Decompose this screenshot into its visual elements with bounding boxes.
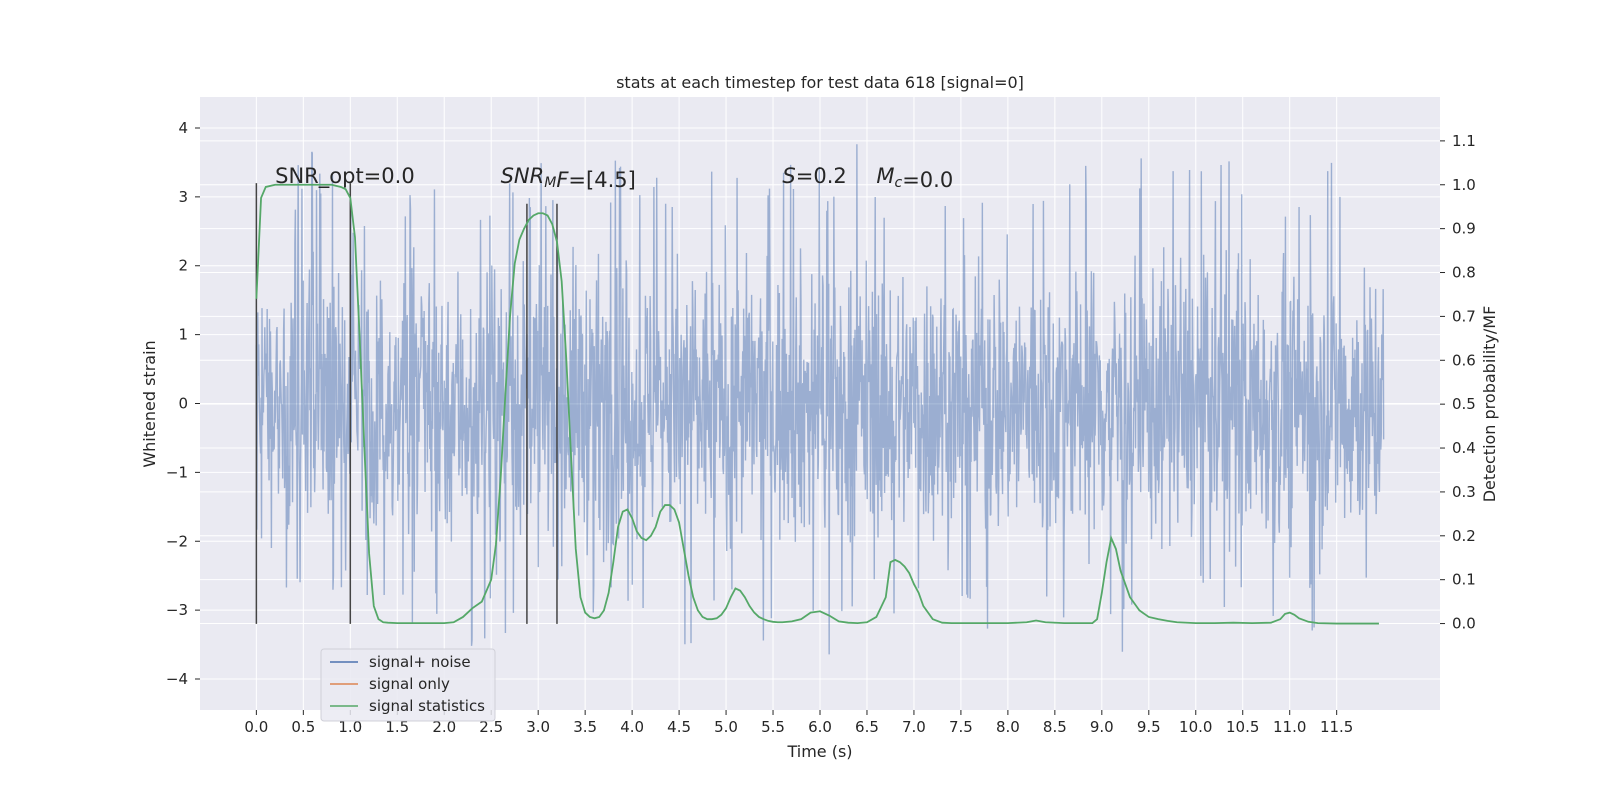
signal-statistics-layer [255,183,1379,625]
x-tick-label: 9.0 [1090,718,1114,736]
y-tick-label: −3 [166,601,188,619]
vertical-markers [255,183,558,624]
ticks: 0.0 0.5 1.0 1.5 2.0 2.5 3.0 3.5 4.0 4.5 5.0 5.5 6.0 6… [166,119,1476,736]
annotation-mc-value: Mc=0.0 [876,164,953,192]
x-tick-label: 3.0 [526,718,550,736]
annotations: SNR_opt=0.0 SNRMF=[4.5] S=0.2 Mc=0.0 [275,164,953,192]
x-tick-label: 4.5 [667,718,691,736]
y2-tick-label: 1.1 [1452,132,1476,150]
y2-axis-label: Detection probability/MF [1480,306,1499,503]
x-tick-label: 8.0 [996,718,1020,736]
x-tick-label: 8.5 [1043,718,1067,736]
x-tick-label: 3.5 [573,718,597,736]
x-tick-label: 10.0 [1179,718,1212,736]
y2-tick-label: 0.3 [1452,483,1476,501]
y2-tick-label: 0.5 [1452,395,1476,413]
x-axis-label: Time (s) [786,742,852,761]
y-tick-label: −2 [166,532,188,550]
chart-title: stats at each timestep for test data 618… [616,73,1024,92]
x-tick-label: 0.0 [244,718,268,736]
annotation-snr-mf: SNRMF=[4.5] [501,164,636,192]
signal-statistics-line [255,183,1379,625]
x-tick-label: 7.0 [902,718,926,736]
legend-label-signal-noise: signal+ noise [369,653,471,671]
y-tick-label: 0 [178,395,188,413]
y-tick-label: 4 [178,119,188,137]
y-axis-label: Whitened strain [140,340,159,467]
annotation-snr-opt: SNR_opt=0.0 [275,164,415,189]
signal-noise-trace [255,144,1385,655]
x-tick-label: 1.0 [338,718,362,736]
y-tick-label: 3 [178,188,188,206]
x-tick-label: 0.5 [291,718,315,736]
y2-tick-label: 0.9 [1452,220,1476,238]
y-tick-label: 1 [178,326,188,344]
legend: signal+ noise signal only signal statist… [320,648,496,722]
y-tick-label: −4 [166,670,188,688]
x-tick-label: 6.5 [855,718,879,736]
x-tick-label: 6.0 [808,718,832,736]
y-tick-label: 2 [178,257,188,275]
legend-label-signal-statistics: signal statistics [369,697,485,715]
y2-tick-label: 0.1 [1452,571,1476,589]
y2-tick-label: 1.0 [1452,176,1476,194]
x-tick-label: 5.0 [714,718,738,736]
x-tick-label: 11.0 [1273,718,1306,736]
annotation-s-value: S=0.2 [782,164,846,188]
x-tick-label: 1.5 [385,718,409,736]
signal-noise-line [255,144,1385,655]
x-tick-label: 2.5 [479,718,503,736]
x-tick-label: 5.5 [761,718,785,736]
y2-tick-label: 0.2 [1452,527,1476,545]
legend-box [320,648,496,722]
y-tick-label: −1 [166,463,188,481]
legend-label-signal-only: signal only [369,675,450,693]
y2-tick-label: 0.4 [1452,439,1476,457]
x-tick-label: 2.0 [432,718,456,736]
x-tick-label: 7.5 [949,718,973,736]
x-tick-label: 4.0 [620,718,644,736]
y2-tick-label: 0.7 [1452,307,1476,325]
x-tick-label: 11.5 [1320,718,1353,736]
y2-tick-label: 0.8 [1452,264,1476,282]
y2-tick-label: 0.0 [1452,615,1476,633]
x-tick-label: 9.5 [1137,718,1161,736]
x-tick-label: 10.5 [1226,718,1259,736]
y2-tick-label: 0.6 [1452,351,1476,369]
